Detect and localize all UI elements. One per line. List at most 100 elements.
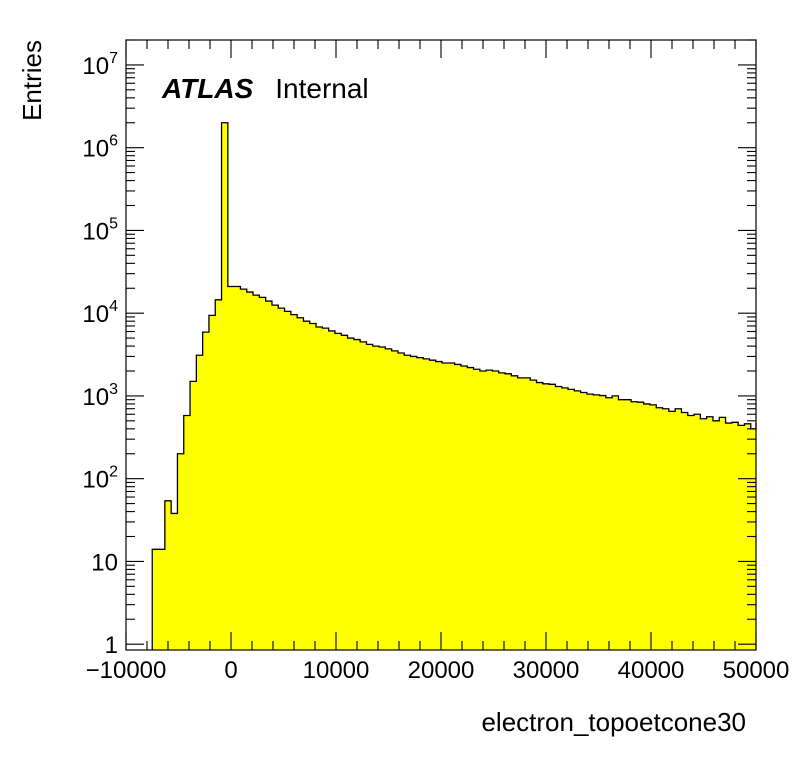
y-tick-label: 104	[82, 298, 118, 328]
histogram-bar	[656, 407, 663, 650]
histogram-bar	[183, 415, 191, 650]
histogram-bar	[454, 364, 462, 650]
histogram-bar	[738, 425, 745, 650]
histogram-bar	[492, 371, 500, 650]
histogram-bar	[675, 408, 682, 650]
histogram-bar	[561, 387, 569, 650]
histogram-bar	[347, 338, 355, 650]
histogram-bar	[624, 399, 632, 650]
histogram	[151, 122, 757, 650]
histogram-bar	[265, 301, 273, 650]
x-tick-label: −10000	[86, 657, 167, 684]
histogram-bar	[706, 416, 714, 650]
histogram-bar	[435, 361, 443, 650]
histogram-bar	[605, 397, 613, 650]
histogram-bar	[278, 308, 285, 650]
histogram-bar	[505, 373, 512, 650]
y-tick-label: 102	[82, 464, 118, 494]
y-tick-label: 105	[82, 215, 118, 245]
histogram-bar	[555, 386, 563, 650]
histogram-bar	[410, 356, 418, 650]
histogram-bar	[164, 500, 172, 650]
x-tick-label: 20000	[408, 657, 475, 684]
histogram-bar	[750, 428, 757, 650]
histogram-bar	[612, 395, 619, 650]
atlas-label: ATLAS Internal	[161, 73, 369, 104]
histogram-bar	[662, 408, 670, 650]
histogram-bar	[404, 355, 411, 650]
histogram-bar	[498, 372, 506, 650]
histogram-bar	[637, 402, 645, 650]
histogram-bar	[523, 377, 531, 650]
histogram-bar	[397, 353, 405, 650]
histogram-bar	[391, 350, 399, 650]
histogram-bar	[618, 399, 626, 650]
x-tick-labels: −10000 0 10000 20000 30000 40000 50000	[86, 657, 790, 684]
histogram-bar	[568, 389, 575, 650]
histogram-bar	[341, 335, 348, 650]
histogram-bar	[479, 371, 487, 650]
x-tick-label: 0	[224, 657, 237, 684]
histogram-bar	[542, 383, 550, 650]
histogram-bar	[719, 417, 726, 650]
histogram-bar	[586, 394, 594, 650]
y-tick-label: 1	[105, 632, 118, 659]
histogram-bar	[631, 401, 638, 650]
histogram-bar	[158, 549, 166, 650]
histogram-bar	[486, 370, 493, 650]
y-tick-label: 103	[82, 381, 118, 411]
histogram-bar	[668, 411, 676, 650]
histogram-bar	[290, 314, 298, 650]
histogram-bar	[643, 403, 651, 650]
x-tick-label: 10000	[303, 657, 370, 684]
histogram-bar	[366, 344, 374, 650]
histogram-bar	[208, 315, 216, 650]
histogram-bar	[448, 362, 456, 650]
histogram-bar	[725, 423, 733, 650]
histogram-bar	[536, 382, 544, 650]
histogram-bar	[190, 381, 197, 650]
histogram-bar	[574, 390, 582, 650]
histogram-bar	[322, 328, 330, 650]
histogram-bar	[152, 549, 159, 650]
x-tick-label: 30000	[513, 657, 580, 684]
histogram-bar	[460, 365, 468, 650]
histogram-bar	[297, 317, 304, 650]
histogram-bar	[316, 327, 323, 650]
histogram-bar	[731, 422, 739, 650]
histogram-bar	[372, 346, 380, 650]
histogram-bar	[196, 355, 204, 650]
histogram-bar	[423, 358, 430, 650]
histogram-bar	[681, 412, 689, 650]
x-tick-label: 40000	[618, 657, 685, 684]
y-tick-label: 107	[82, 50, 118, 80]
histogram-bar	[284, 311, 292, 650]
histogram-bar	[530, 380, 537, 650]
histogram-bar	[593, 394, 600, 650]
histogram-bar	[473, 369, 481, 650]
x-tick-label: 50000	[723, 657, 790, 684]
histogram-bar	[227, 286, 235, 650]
histogram-bar	[259, 297, 267, 650]
y-tick-labels: 1 10 102 103 104 105 106 107	[82, 50, 118, 659]
histogram-bar	[599, 395, 607, 650]
histogram-bar	[171, 513, 178, 650]
histogram-bar	[234, 286, 241, 650]
histogram-bar	[700, 418, 708, 650]
histogram-bar	[271, 305, 279, 650]
histogram-outline	[151, 122, 757, 650]
histogram-bar	[649, 404, 657, 650]
atlas-bold-text: ATLAS	[161, 73, 254, 104]
axis-ticks	[125, 39, 757, 650]
histogram-bar	[517, 377, 525, 650]
histogram-bar	[303, 321, 311, 650]
histogram-bar	[379, 347, 386, 650]
histogram-bar	[353, 339, 361, 650]
histogram-bar	[360, 341, 367, 650]
internal-text: Internal	[275, 73, 368, 104]
histogram-bar	[177, 453, 185, 650]
x-axis-title: electron_topoetcone30	[481, 707, 746, 737]
histogram-bar	[246, 292, 254, 650]
histogram-bar	[328, 330, 336, 650]
